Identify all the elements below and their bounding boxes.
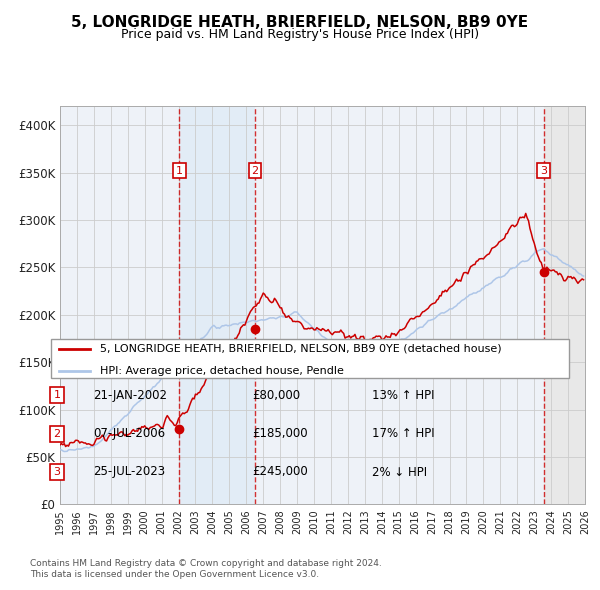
Text: Price paid vs. HM Land Registry's House Price Index (HPI): Price paid vs. HM Land Registry's House … <box>121 28 479 41</box>
Text: This data is licensed under the Open Government Licence v3.0.: This data is licensed under the Open Gov… <box>30 571 319 579</box>
Text: £80,000: £80,000 <box>252 389 300 402</box>
Text: 13% ↑ HPI: 13% ↑ HPI <box>372 389 434 402</box>
Text: 07-JUL-2006: 07-JUL-2006 <box>93 427 165 440</box>
Text: 1: 1 <box>53 391 61 400</box>
Bar <box>179 106 255 504</box>
Text: 5, LONGRIDGE HEATH, BRIERFIELD, NELSON, BB9 0YE (detached house): 5, LONGRIDGE HEATH, BRIERFIELD, NELSON, … <box>101 344 502 353</box>
Text: 3: 3 <box>53 467 61 477</box>
Text: Contains HM Land Registry data © Crown copyright and database right 2024.: Contains HM Land Registry data © Crown c… <box>30 559 382 568</box>
Text: 21-JAN-2002: 21-JAN-2002 <box>93 389 167 402</box>
Text: HPI: Average price, detached house, Pendle: HPI: Average price, detached house, Pend… <box>101 366 344 376</box>
Text: 3: 3 <box>540 166 547 176</box>
Text: 1: 1 <box>176 166 183 176</box>
Text: 25-JUL-2023: 25-JUL-2023 <box>93 466 165 478</box>
Text: 2: 2 <box>251 166 259 176</box>
Bar <box>544 106 585 504</box>
Text: 2: 2 <box>53 429 61 438</box>
Bar <box>544 106 585 504</box>
Text: 17% ↑ HPI: 17% ↑ HPI <box>372 427 434 440</box>
Text: 5, LONGRIDGE HEATH, BRIERFIELD, NELSON, BB9 0YE: 5, LONGRIDGE HEATH, BRIERFIELD, NELSON, … <box>71 15 529 30</box>
Text: 2% ↓ HPI: 2% ↓ HPI <box>372 466 427 478</box>
FancyBboxPatch shape <box>50 339 569 378</box>
Text: £245,000: £245,000 <box>252 466 308 478</box>
Text: £185,000: £185,000 <box>252 427 308 440</box>
